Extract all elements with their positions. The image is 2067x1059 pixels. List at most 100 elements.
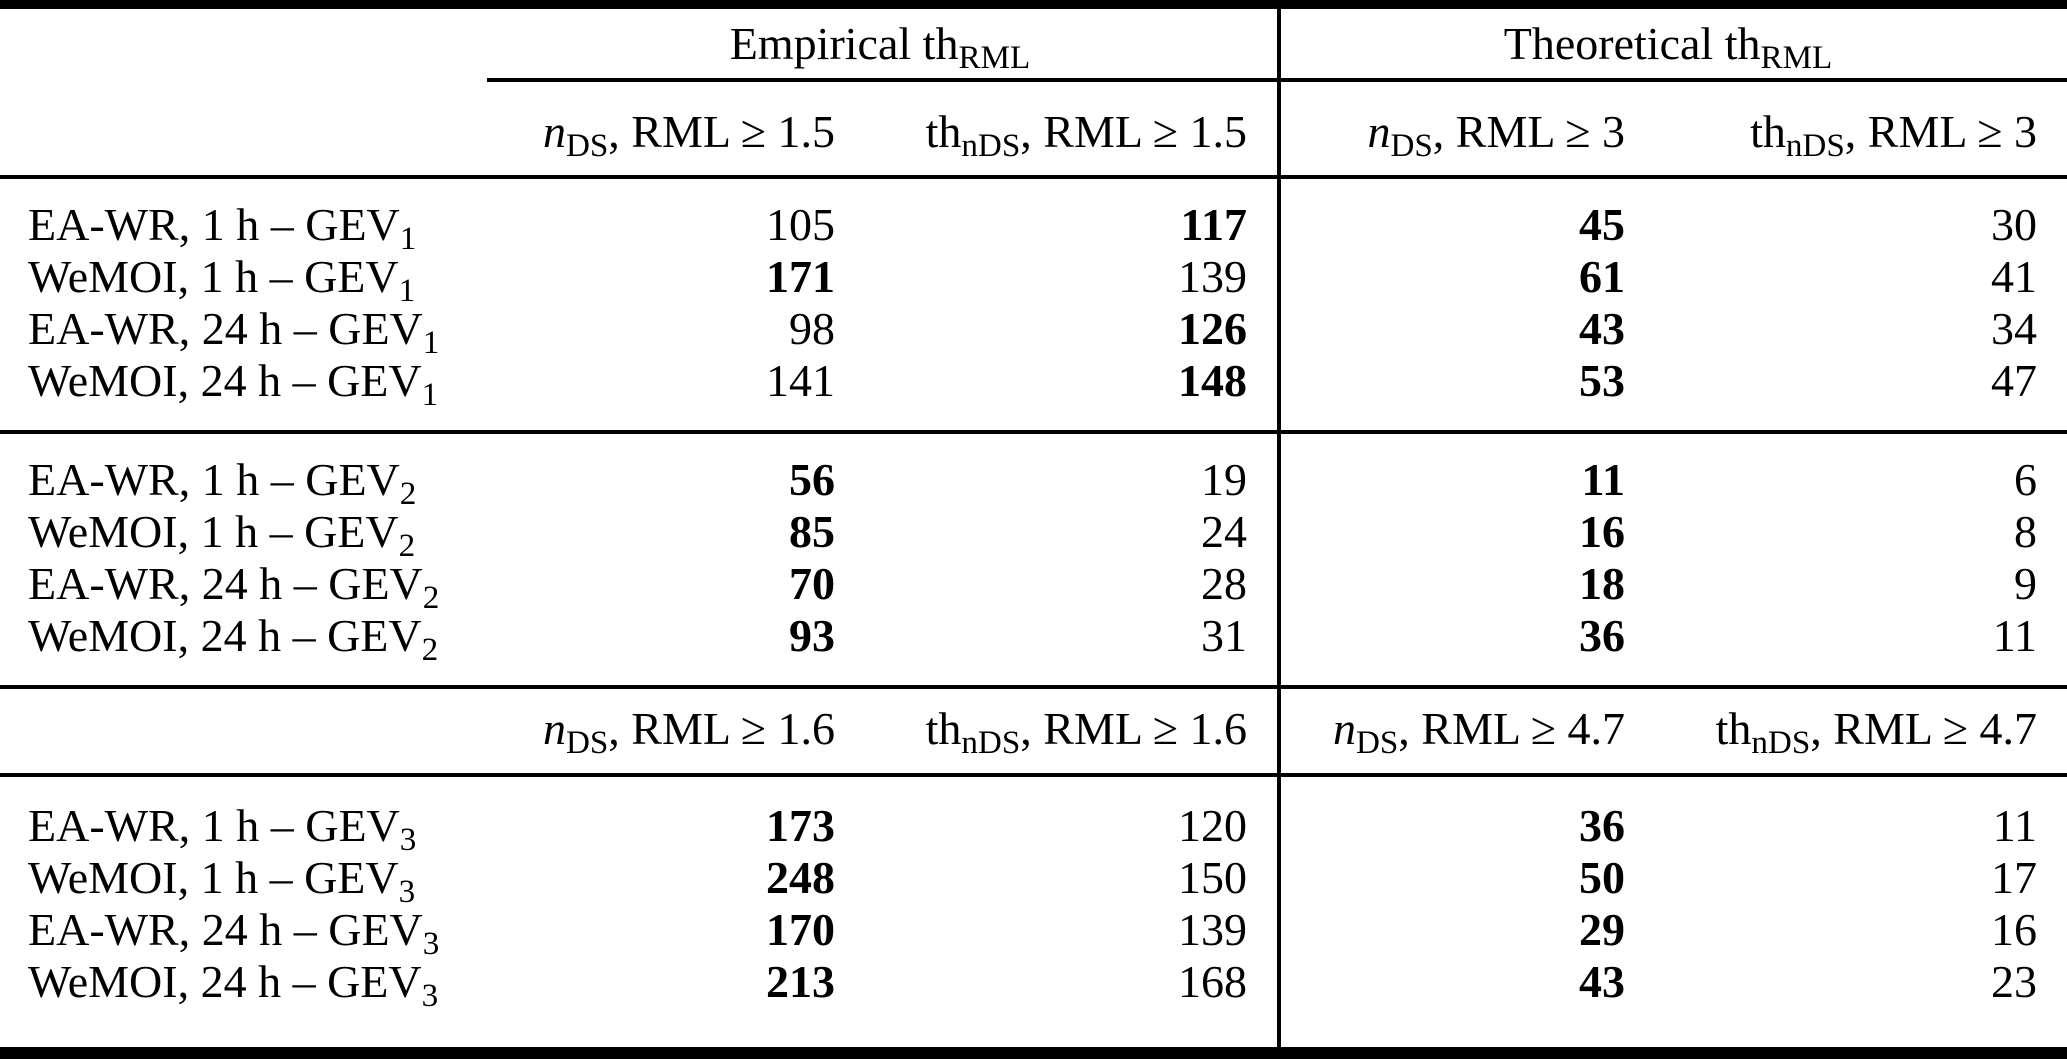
value-cell: 9	[2014, 557, 2037, 609]
col-header-thnds-3: thnDS, RML ≥ 3	[1750, 106, 2037, 165]
value-cell: 53	[1579, 354, 1625, 406]
value-cell: 11	[1992, 799, 2037, 851]
group-header-empirical: Empirical thRML	[729, 17, 1031, 76]
table-header: Empirical thRML Theoretical thRML nDS, R…	[0, 0, 2067, 177]
value-cell: 47	[1991, 354, 2037, 406]
row-label-cell: EA-WR, 1 h – GEV3	[28, 799, 417, 858]
value-cell: 31	[1201, 609, 1247, 661]
value-cell: 93	[789, 609, 835, 661]
value-cell: 34	[1991, 302, 2037, 354]
value-cell: 85	[789, 505, 835, 557]
value-cell: 139	[1178, 903, 1247, 955]
section-gev1: EA-WR, 1 h – GEV1 105 117 45 30 WeMOI, 1 h – …	[0, 177, 2067, 430]
row-label-cell: WeMOI, 24 h – GEV1	[28, 354, 439, 413]
value-cell: 150	[1178, 851, 1247, 903]
value-cell: 171	[766, 250, 835, 302]
value-cell: 120	[1178, 799, 1247, 851]
value-cell: 11	[1581, 453, 1625, 505]
table-row: WeMOI, 1 h – GEV3 248 150 50 17	[0, 851, 2067, 910]
value-cell: 139	[1178, 250, 1247, 302]
col-header-nds-1.5: nDS, RML ≥ 1.5	[542, 106, 835, 165]
value-cell: 170	[766, 903, 835, 955]
value-cell: 30	[1991, 198, 2037, 250]
value-cell: 173	[766, 799, 835, 851]
section-gev2: EA-WR, 1 h – GEV2 56 19 11 6 WeMOI, 1 h – GEV…	[0, 430, 2067, 685]
row-label-cell: WeMOI, 24 h – GEV2	[28, 609, 439, 668]
section-gev3: EA-WR, 1 h – GEV3 173 120 36 11 WeMOI, 1 h – …	[0, 773, 2067, 1047]
col-header-thnds-4.7: thnDS, RML ≥ 4.7	[1715, 702, 2037, 761]
row-label-cell: EA-WR, 1 h – GEV2	[28, 453, 417, 512]
row-label-cell: EA-WR, 24 h – GEV2	[28, 557, 440, 616]
col-header-nds-4.7: nDS, RML ≥ 4.7	[1332, 702, 1625, 761]
table-row: WeMOI, 24 h – GEV3 213 168 43 23	[0, 956, 2067, 1047]
value-cell: 18	[1579, 557, 1625, 609]
value-cell: 56	[789, 453, 835, 505]
value-cell: 248	[766, 851, 835, 903]
table-row: WeMOI, 1 h – GEV1 171 139 61 41	[0, 250, 2067, 309]
empty-cell	[0, 88, 460, 177]
value-cell: 45	[1579, 198, 1625, 250]
col-header-thnds-1.5: thnDS, RML ≥ 1.5	[925, 106, 1247, 165]
value-cell: 36	[1579, 799, 1625, 851]
vertical-divider	[1277, 9, 1281, 1047]
table-row: WeMOI, 1 h – GEV2 85 24 16 8	[0, 505, 2067, 564]
value-cell: 141	[766, 354, 835, 406]
col-header-nds-3: nDS, RML ≥ 3	[1367, 106, 1625, 165]
value-cell: 126	[1178, 302, 1247, 354]
table-row: WeMOI, 24 h – GEV1 141 148 53 47	[0, 355, 2067, 430]
subheader-row-1: nDS, RML ≥ 1.5 thnDS, RML ≥ 1.5 nDS, RML…	[0, 88, 2067, 177]
table-row: EA-WR, 24 h – GEV3 170 139 29 16	[0, 903, 2067, 962]
value-cell: 28	[1201, 557, 1247, 609]
value-cell: 11	[1992, 609, 2037, 661]
value-cell: 98	[789, 302, 835, 354]
value-cell: 148	[1178, 354, 1247, 406]
group-header-row: Empirical thRML Theoretical thRML	[0, 0, 2067, 88]
value-cell: 105	[766, 198, 835, 250]
value-cell: 19	[1201, 453, 1247, 505]
table-row: EA-WR, 24 h – GEV2 70 28 18 9	[0, 557, 2067, 616]
section-divider-rule-1	[0, 430, 2067, 434]
value-cell: 8	[2014, 505, 2037, 557]
row-label-cell: EA-WR, 1 h – GEV1	[28, 198, 417, 257]
header-bottom-rule	[0, 175, 2067, 179]
subheader-block-2: nDS, RML ≥ 1.6 thnDS, RML ≥ 1.6 nDS, RML…	[0, 685, 2067, 773]
value-cell: 17	[1991, 851, 2037, 903]
value-cell: 70	[789, 557, 835, 609]
table-row: EA-WR, 24 h – GEV1 98 126 43 34	[0, 302, 2067, 361]
value-cell: 36	[1579, 609, 1625, 661]
value-cell: 50	[1579, 851, 1625, 903]
col-header-thnds-1.6: thnDS, RML ≥ 1.6	[925, 702, 1247, 761]
value-cell: 168	[1178, 955, 1247, 1007]
row-label-cell: EA-WR, 24 h – GEV1	[28, 302, 440, 361]
table-row: EA-WR, 1 h – GEV2 56 19 11 6	[0, 430, 2067, 512]
value-cell: 117	[1180, 198, 1247, 250]
table-row: EA-WR, 1 h – GEV1 105 117 45 30	[0, 177, 2067, 257]
value-cell: 29	[1579, 903, 1625, 955]
row-label-cell: WeMOI, 1 h – GEV2	[28, 505, 416, 564]
row-label-cell: EA-WR, 24 h – GEV3	[28, 903, 440, 962]
table-row: WeMOI, 24 h – GEV2 93 31 36 11	[0, 610, 2067, 685]
value-cell: 23	[1991, 955, 2037, 1007]
subheader2-bottom-rule	[0, 773, 2067, 777]
subheader-row-2: nDS, RML ≥ 1.6 thnDS, RML ≥ 1.6 nDS, RML…	[0, 685, 2067, 773]
row-label-cell: WeMOI, 1 h – GEV1	[28, 250, 416, 309]
value-cell: 24	[1201, 505, 1247, 557]
table-top-rule	[0, 0, 2067, 9]
value-cell: 61	[1579, 250, 1625, 302]
value-cell: 6	[2014, 453, 2037, 505]
value-cell: 43	[1579, 955, 1625, 1007]
col-header-nds-1.6: nDS, RML ≥ 1.6	[542, 702, 835, 761]
value-cell: 43	[1579, 302, 1625, 354]
empty-corner-cell	[0, 0, 460, 88]
value-cell: 16	[1991, 903, 2037, 955]
table-row: EA-WR, 1 h – GEV3 173 120 36 11	[0, 773, 2067, 858]
row-label-cell: WeMOI, 24 h – GEV3	[28, 955, 439, 1014]
value-cell: 41	[1991, 250, 2037, 302]
group-header-theoretical: Theoretical thRML	[1503, 17, 1833, 76]
empty-cell	[0, 685, 460, 773]
row-label-cell: WeMOI, 1 h – GEV3	[28, 851, 416, 910]
table-bottom-rule	[0, 1047, 2067, 1059]
value-cell: 213	[766, 955, 835, 1007]
